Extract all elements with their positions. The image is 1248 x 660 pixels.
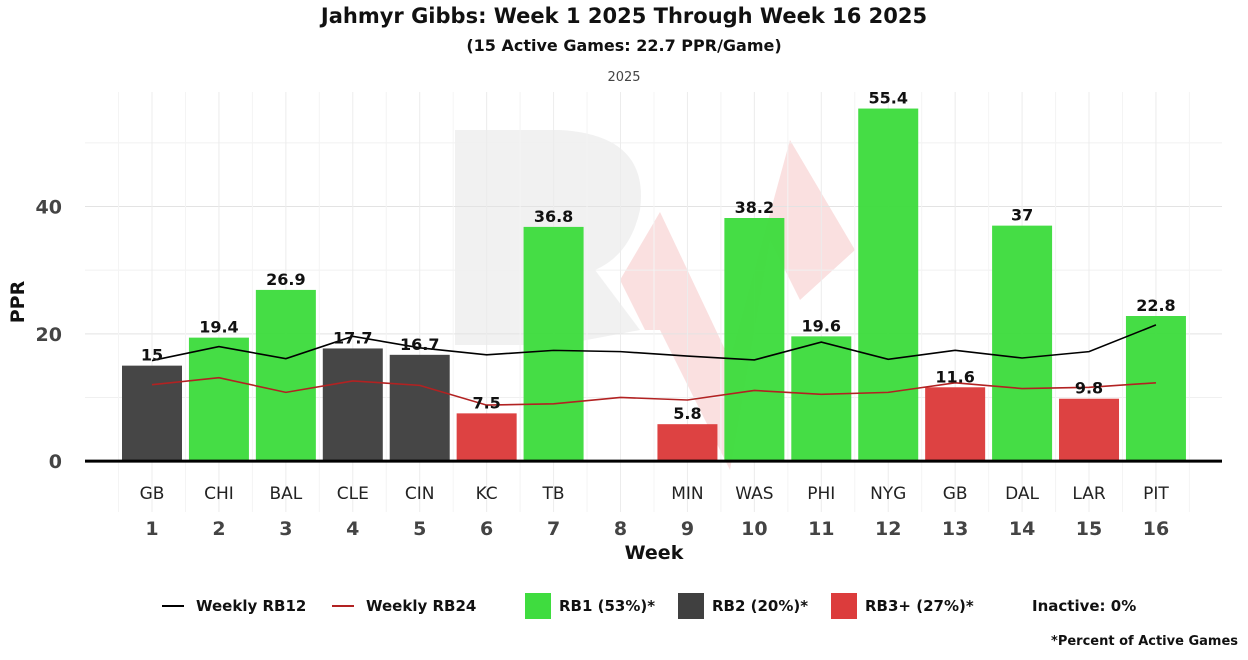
bars: [122, 108, 1186, 462]
bar-week-14: [992, 225, 1053, 462]
value-label: 19.6: [802, 316, 841, 335]
x-tick-label: 3: [279, 518, 292, 540]
bar-week-12: [858, 108, 919, 462]
bar-week-7: [523, 226, 584, 462]
bar-week-3: [255, 289, 316, 462]
legend-label-rb3: RB3+ (27%)*: [865, 597, 974, 615]
opponent-label: CHI: [204, 484, 234, 504]
y-tick-label: 40: [36, 197, 62, 219]
legend-label-rb12: Weekly RB12: [196, 597, 307, 615]
legend-swatch-rb1: [525, 593, 551, 619]
legend-item-rb2: RB2 (20%)*: [678, 590, 808, 622]
bar-week-4: [322, 348, 383, 462]
legend-item-rb1: RB1 (53%)*: [525, 590, 655, 622]
value-label: 36.8: [534, 207, 573, 226]
opponent-label: PIT: [1143, 484, 1169, 504]
opponent-label: CLE: [337, 484, 369, 504]
x-tick-label: 11: [808, 518, 834, 540]
legend: Weekly RB12 Weekly RB24 RB1 (53%)* RB2 (…: [0, 590, 1248, 622]
bar-week-2: [188, 337, 249, 462]
bar-week-15: [1059, 398, 1120, 462]
axes: 0 20 40 GB 1 CHI 2 BAL 3 CLE 4 CIN 5 KC 6 TB 7 8 MIN 9 WAS 10…: [7, 197, 1222, 564]
value-label: 15: [141, 346, 163, 365]
value-label: 9.8: [1075, 379, 1103, 398]
x-tick-label: 10: [741, 518, 767, 540]
y-tick-label: 20: [36, 324, 62, 346]
legend-label-rb1: RB1 (53%)*: [559, 597, 656, 615]
legend-line-rb12: [162, 605, 184, 607]
x-tick-label: 16: [1143, 518, 1169, 540]
bar-week-10: [724, 218, 785, 462]
legend-item-rb3: RB3+ (27%)*: [831, 590, 974, 622]
series-line-rb12: [151, 324, 1157, 362]
opponent-label: TB: [542, 484, 565, 504]
bar-week-6: [456, 413, 517, 462]
value-label: 17.7: [333, 328, 372, 347]
legend-label-inactive: Inactive: 0%: [1032, 597, 1137, 615]
benchmark-lines: [151, 324, 1157, 406]
x-tick-label: 8: [614, 518, 627, 540]
legend-label-rb24: Weekly RB24: [366, 597, 477, 615]
legend-line-rb24: [332, 605, 354, 607]
opponent-label: DAL: [1005, 484, 1039, 504]
x-tick-label: 6: [480, 518, 493, 540]
x-tick-label: 12: [875, 518, 901, 540]
y-tick-label: 0: [49, 451, 62, 473]
opponent-label: BAL: [269, 484, 302, 504]
x-tick-label: 13: [942, 518, 968, 540]
legend-label-rb2: RB2 (20%)*: [712, 597, 809, 615]
x-tick-label: 5: [413, 518, 426, 540]
x-tick-label: 15: [1076, 518, 1102, 540]
opponent-label: CIN: [405, 484, 435, 504]
bar-week-16: [1125, 316, 1186, 462]
series-line-rb24: [151, 376, 1157, 406]
value-label: 26.9: [266, 270, 305, 289]
facet-label: 2025: [607, 70, 641, 85]
x-axis-title: Week: [625, 542, 684, 564]
value-label: 19.4: [199, 318, 238, 337]
y-axis-title: PPR: [7, 280, 29, 323]
chart-title: Jahmyr Gibbs: Week 1 2025 Through Week 1…: [320, 4, 928, 28]
legend-swatch-rb3: [831, 593, 857, 619]
opponent-label: WAS: [735, 484, 773, 504]
x-tick-label: 14: [1009, 518, 1035, 540]
chart-subtitle: (15 Active Games: 22.7 PPR/Game): [466, 36, 782, 55]
x-tick-label: 7: [547, 518, 560, 540]
opponent-label: GB: [943, 484, 968, 504]
value-label: 55.4: [868, 89, 907, 108]
legend-item-rb12: Weekly RB12: [162, 590, 306, 622]
bar-week-1: [122, 365, 182, 462]
value-label: 37: [1011, 206, 1033, 225]
value-label: 5.8: [673, 404, 701, 423]
bar-week-11: [791, 336, 852, 462]
value-label: 7.5: [472, 393, 500, 412]
data-labels: 15 19.4 26.9 17.7 16.7 7.5 36.8 5.8 38.2 19.6 55.4…: [141, 89, 1176, 424]
bar-week-9: [657, 424, 718, 462]
legend-item-rb24: Weekly RB24: [332, 590, 476, 622]
x-tick-label: 2: [212, 518, 225, 540]
opponent-label: GB: [140, 484, 165, 504]
value-label: 11.6: [935, 367, 974, 386]
legend-swatch-rb2: [678, 593, 704, 619]
opponent-label: NYG: [870, 484, 906, 504]
bar-week-5: [389, 354, 450, 462]
footnote: *Percent of Active Games: [1051, 634, 1238, 649]
opponent-label: MIN: [671, 484, 703, 504]
opponent-label: LAR: [1072, 484, 1105, 504]
bar-week-13: [925, 387, 986, 462]
value-label: 22.8: [1136, 296, 1175, 315]
x-tick-label: 9: [681, 518, 694, 540]
opponent-label: PHI: [807, 484, 835, 504]
opponent-label: KC: [476, 484, 498, 504]
x-tick-label: 1: [145, 518, 158, 540]
x-tick-label: 4: [346, 518, 359, 540]
value-label: 16.7: [400, 335, 439, 354]
legend-item-inactive: Inactive: 0%: [1032, 590, 1136, 622]
value-label: 38.2: [735, 198, 774, 217]
